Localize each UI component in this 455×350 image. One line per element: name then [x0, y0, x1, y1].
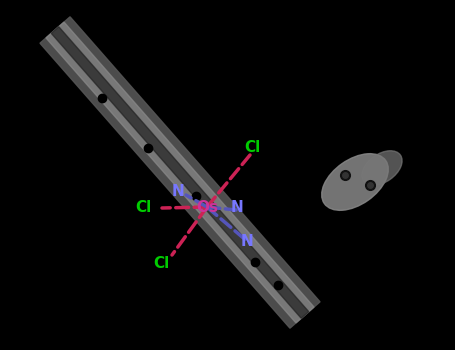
Polygon shape: [40, 17, 320, 328]
Text: Cl: Cl: [135, 199, 151, 215]
Polygon shape: [51, 27, 309, 318]
Ellipse shape: [322, 154, 388, 210]
Text: N: N: [172, 184, 184, 200]
Polygon shape: [46, 22, 314, 323]
Text: Cl: Cl: [244, 140, 260, 154]
Text: N: N: [241, 234, 253, 250]
Text: N: N: [231, 199, 243, 215]
Ellipse shape: [362, 151, 402, 185]
Text: Cl: Cl: [153, 256, 169, 271]
Text: Os: Os: [196, 199, 218, 215]
